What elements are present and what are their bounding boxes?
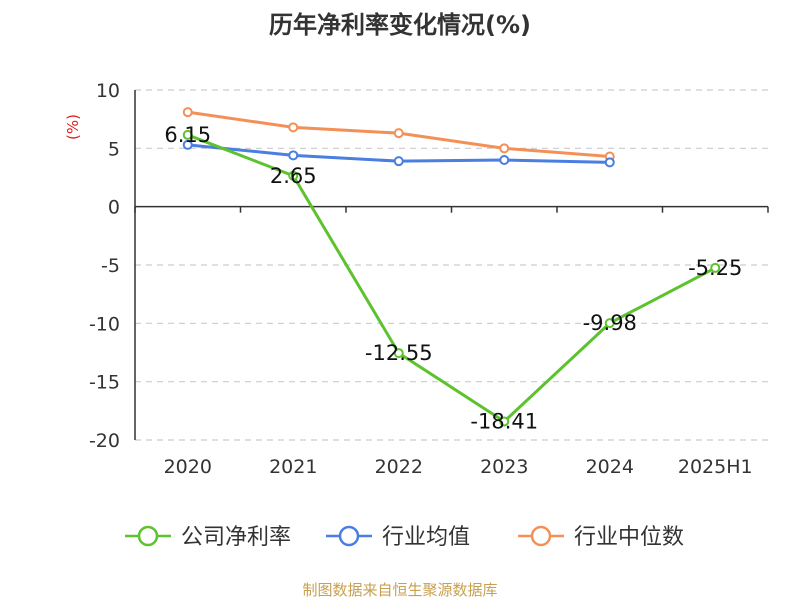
data-label: -18.41: [470, 409, 538, 433]
legend: 公司净利率 行业均值 行业中位数: [125, 525, 684, 550]
legend-swatch-marker: [338, 525, 360, 547]
legend-label: 行业中位数: [574, 525, 684, 550]
series-0: [182, 129, 721, 427]
y-tick-label: 10: [96, 80, 120, 102]
x-tick-label: 2023: [480, 456, 528, 478]
x-tick-label: 2022: [375, 456, 423, 478]
data-point: [499, 155, 510, 165]
series-lines: [182, 107, 721, 427]
data-point: [182, 139, 193, 150]
data-label: 2.65: [270, 164, 317, 188]
data-labels: 6.15 2.65 -12.55 -18.41 -9.98 -5.25: [164, 123, 742, 434]
data-point: [499, 416, 510, 427]
data-point: [710, 262, 721, 273]
x-tick-label: 2021: [269, 456, 317, 478]
data-label: 6.15: [164, 123, 211, 147]
data-label: -12.55: [365, 341, 433, 365]
data-point: [393, 348, 404, 359]
y-tick-label: -5: [101, 255, 120, 277]
series-line: [186, 133, 717, 423]
data-point: [604, 318, 615, 329]
y-tick-label: -15: [89, 372, 120, 394]
data-point: [393, 128, 404, 139]
legend-label: 行业均值: [382, 525, 470, 550]
data-point: [604, 157, 615, 168]
y-axis-label: (%): [64, 114, 82, 140]
y-tick-label: 5: [108, 138, 120, 160]
data-point: [182, 107, 193, 118]
x-tick-label: 2020: [164, 456, 212, 478]
legend-label: 公司净利率: [181, 525, 291, 550]
data-point: [288, 170, 299, 181]
chart-title: 历年净利率变化情况(%): [269, 11, 531, 39]
axes: 10 5 0 -5 -10 -15 -20 2020 2021 2022 2023 2024 2025H…: [89, 80, 769, 478]
legend-swatch-marker: [530, 525, 552, 547]
y-tick-label: -20: [89, 430, 120, 452]
data-point: [499, 143, 510, 154]
data-label: -5.25: [688, 256, 742, 280]
legend-item: 行业均值: [326, 525, 470, 550]
data-label: -9.98: [583, 311, 637, 335]
x-tick-label: 2025H1: [678, 456, 753, 478]
legend-item: 公司净利率: [125, 525, 291, 550]
data-point: [182, 129, 193, 140]
y-tick-label: 0: [108, 197, 120, 219]
legend-item: 行业中位数: [518, 525, 684, 550]
y-tick-label: -10: [89, 313, 120, 335]
series-2: [182, 107, 615, 162]
legend-swatch-marker: [137, 525, 159, 547]
series-1: [182, 139, 615, 168]
data-point: [288, 150, 299, 161]
source-footnote: 制图数据来自恒生聚源数据库: [302, 581, 497, 599]
data-point: [288, 122, 299, 133]
data-point: [393, 156, 404, 167]
x-tick-label: 2024: [586, 456, 634, 478]
